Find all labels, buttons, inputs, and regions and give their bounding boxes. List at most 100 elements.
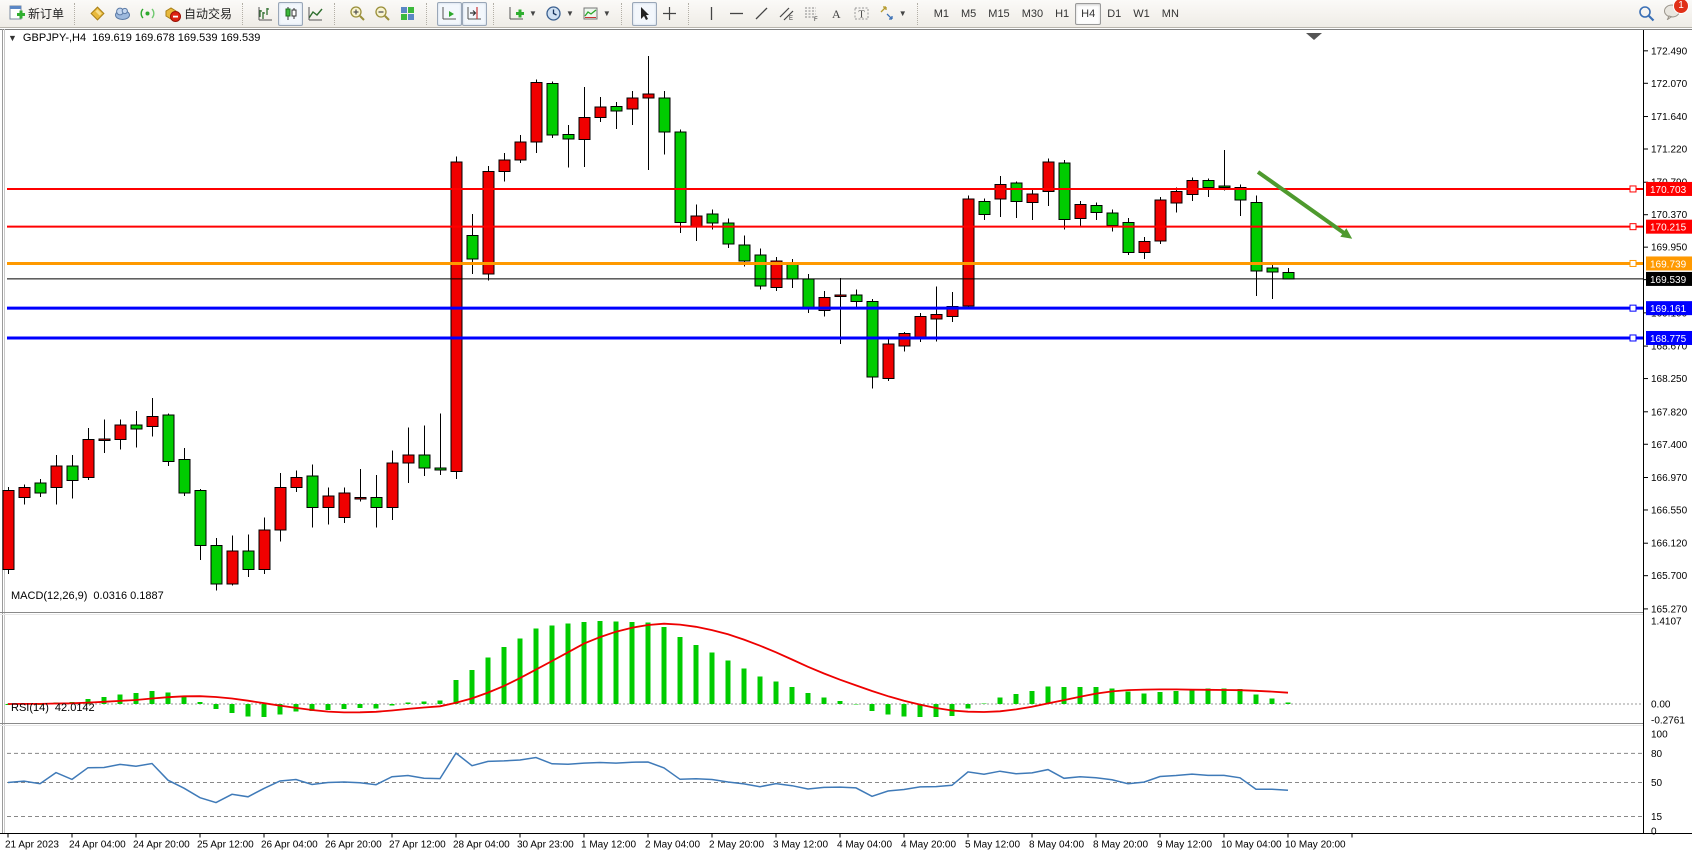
candlestick-mode-button[interactable]: [278, 1, 304, 26]
macd-histogram-bar: [581, 622, 587, 704]
macd-histogram-bar: [1205, 688, 1211, 704]
text-tool-button[interactable]: A: [824, 2, 849, 26]
line-chart-mode-button[interactable]: [303, 2, 328, 26]
macd-histogram-bar: [1045, 686, 1051, 704]
time-tick-label: 30 Apr 23:00: [517, 840, 574, 851]
price-level-label: [1646, 301, 1692, 316]
macd-histogram-bar: [565, 623, 571, 704]
indicators-add-icon: [509, 7, 525, 20]
tf-button-d1[interactable]: D1: [1107, 7, 1122, 20]
indicators-button[interactable]: ▼: [504, 2, 541, 26]
price-tick-label: 169.950: [1651, 243, 1688, 254]
candle-body-up: [882, 343, 895, 380]
rsi-scale-label: 100: [1651, 730, 1668, 741]
tf-button-w1[interactable]: W1: [1133, 7, 1150, 20]
macd-histogram-bar: [997, 697, 1003, 704]
macd-scale-label: 1.4107: [1651, 617, 1682, 628]
label-tool-button[interactable]: T: [849, 2, 874, 26]
macd-histogram-bar: [213, 704, 219, 710]
search-icon[interactable]: [1638, 5, 1655, 22]
price-tick-label: 165.270: [1651, 604, 1688, 615]
macd-histogram-bar: [901, 704, 907, 717]
candle-body-down: [1202, 180, 1215, 189]
candle-body-down: [466, 235, 479, 260]
time-tick-label: 25 Apr 12:00: [197, 840, 254, 851]
zoom-in-button[interactable]: [345, 2, 370, 26]
chart-canvas[interactable]: 172.490172.070171.640171.220170.790170.3…: [0, 28, 1692, 861]
rsi-scale-label: 0: [1651, 827, 1657, 838]
toolbar-separator: [74, 2, 80, 25]
toolbar-separator: [620, 2, 627, 25]
candle-body-down: [370, 497, 383, 509]
macd-histogram-bar: [277, 704, 283, 715]
tf-button-m30[interactable]: M30: [1021, 7, 1044, 20]
tf-button-m5[interactable]: M5: [961, 7, 977, 20]
macd-histogram-bar: [725, 660, 731, 704]
macd-histogram-bar: [917, 704, 923, 717]
community-button[interactable]: [110, 2, 135, 26]
bar-chart-mode-button[interactable]: [253, 2, 278, 26]
notifications-button[interactable]: 1: [1663, 0, 1689, 25]
trend-arrow-line[interactable]: [1256, 170, 1346, 235]
macd-histogram-bar: [5, 704, 11, 705]
time-tick-label: 26 Apr 04:00: [261, 840, 318, 851]
candle-body-up: [322, 495, 335, 509]
periods-button[interactable]: ▼: [541, 2, 578, 26]
templates-button[interactable]: ▼: [578, 2, 615, 26]
time-tick-label: 21 Apr 2023: [5, 840, 59, 851]
price-tick-label: 171.640: [1651, 112, 1688, 123]
macd-histogram-bar: [181, 695, 187, 704]
zoom-out-button[interactable]: [370, 2, 395, 26]
candle-body-up: [98, 438, 111, 441]
tile-windows-icon: [401, 7, 415, 20]
arrows-tool-button[interactable]: ▼: [874, 2, 911, 26]
notification-badge: 1: [1673, 0, 1689, 14]
auto-scroll-button[interactable]: [437, 1, 463, 26]
macd-histogram-bar: [1221, 688, 1227, 704]
price-tick-label: 168.250: [1651, 374, 1688, 385]
tf-button-m1[interactable]: M1: [933, 7, 949, 20]
candle-body-up: [1026, 193, 1039, 203]
channel-tool-button[interactable]: E: [774, 2, 799, 26]
macd-histogram-bar: [613, 621, 619, 704]
chart-window[interactable]: 172.490172.070171.640171.220170.790170.3…: [0, 28, 1692, 861]
macd-histogram-bar: [821, 697, 827, 704]
macd-histogram-bar: [1077, 686, 1083, 704]
price-level-label-text: 168.775: [1650, 334, 1687, 345]
trendline-tool-button[interactable]: [749, 2, 774, 26]
macd-histogram-bar: [1141, 693, 1147, 704]
price-level-label: [1646, 256, 1692, 271]
new-order-button[interactable]: 新订单: [4, 2, 68, 26]
macd-scale-label: 0.00: [1651, 700, 1671, 711]
one-click-trading-toggle-icon[interactable]: ▼: [8, 33, 17, 43]
crosshair-icon: [662, 7, 676, 20]
market-button[interactable]: [85, 2, 110, 26]
macd-histogram-bar: [965, 704, 971, 709]
vertical-line-icon: [710, 7, 712, 20]
macd-scale-label: -0.2761: [1651, 716, 1685, 727]
tile-windows-button[interactable]: [395, 2, 420, 26]
autotrading-button[interactable]: 自动交易: [160, 2, 236, 26]
candle-body-up: [498, 159, 511, 172]
tf-button-m15[interactable]: M15: [988, 7, 1010, 20]
price-tick-label: 166.550: [1651, 505, 1688, 516]
text-label-icon: T: [854, 7, 869, 21]
chart-shift-button[interactable]: [462, 1, 488, 26]
candle-body-up: [50, 465, 63, 489]
tf-button-h4[interactable]: H4: [1075, 2, 1102, 25]
toolbar-separator: [493, 2, 499, 25]
horizontal-line-tool-button[interactable]: [724, 2, 749, 26]
trend-arrow-head[interactable]: [1340, 228, 1353, 239]
tf-button-h1[interactable]: H1: [1055, 7, 1070, 20]
fibonacci-tool-button[interactable]: F: [799, 2, 824, 26]
crosshair-tool-button[interactable]: [657, 2, 682, 26]
time-tick-label: 27 Apr 12:00: [389, 840, 446, 851]
time-tick-label: 4 May 20:00: [901, 840, 956, 851]
tf-button-mn[interactable]: MN: [1161, 7, 1179, 20]
time-tick-label: 24 Apr 20:00: [133, 840, 190, 851]
cursor-tool-button[interactable]: [631, 1, 657, 26]
chart-shift-marker-icon[interactable]: [1306, 33, 1322, 40]
signals-button[interactable]: [135, 2, 160, 26]
vertical-line-tool-button[interactable]: [699, 2, 724, 26]
